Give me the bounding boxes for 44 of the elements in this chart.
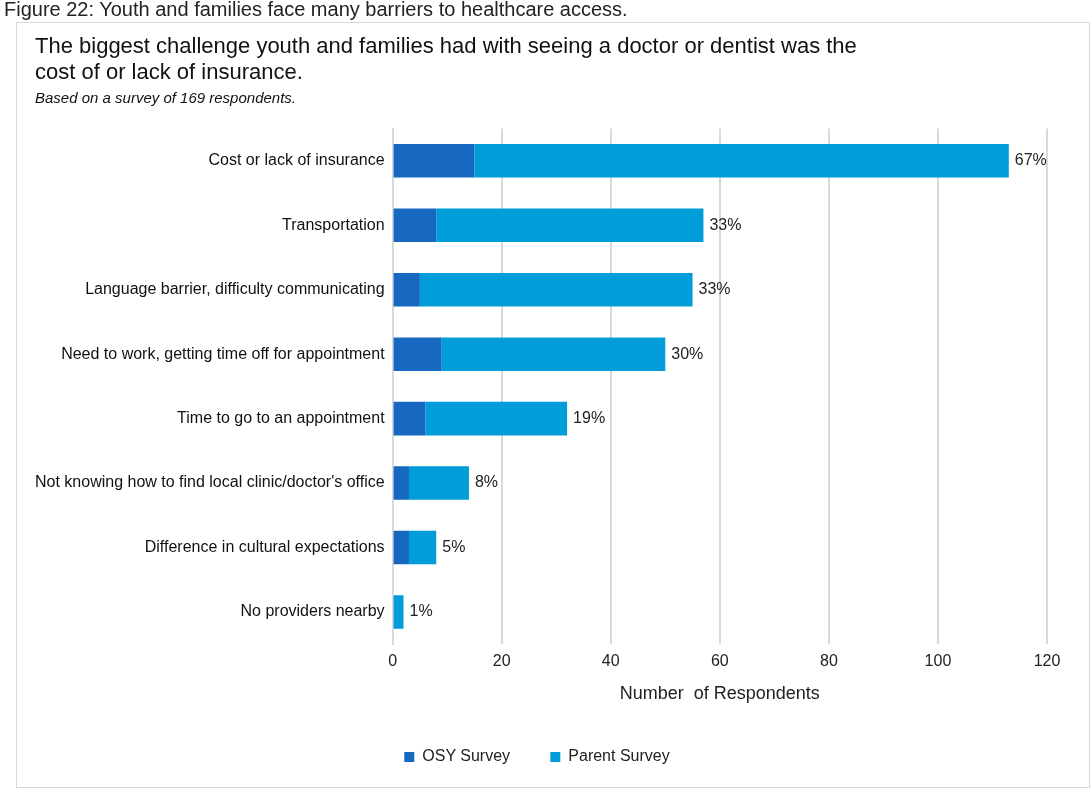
bar (408, 466, 469, 500)
legend-label: Parent Survey (568, 747, 670, 765)
bar (393, 466, 409, 500)
bar (408, 530, 437, 565)
annotation: 1% (409, 602, 433, 620)
x-tick-label: 0 (388, 652, 398, 670)
annotation: 19% (573, 409, 606, 427)
legend-label: OSY Survey (422, 747, 511, 765)
y-tick-label: Need to work, getting time off for appointment (61, 344, 386, 362)
x-tick-label: 40 (601, 652, 620, 670)
bar (425, 401, 568, 436)
y-tick-label: Time to go to an appointment (177, 409, 386, 427)
bar (441, 337, 666, 371)
annotation: 8% (474, 473, 499, 491)
annotation: 33% (698, 280, 731, 298)
annotation: 5% (442, 537, 466, 555)
bar (393, 530, 409, 565)
text: Based on a survey of 169 respondents. (35, 89, 297, 106)
bar (393, 595, 404, 629)
x-tick-label: 100 (924, 652, 952, 670)
bar (419, 272, 693, 307)
bar (393, 337, 442, 371)
y-tick-label: Not knowing how to find local clinic/doctor's office (34, 473, 385, 491)
bar (436, 208, 704, 243)
bar (474, 144, 1009, 178)
y-tick-label: Language barrier, difficulty communicating (85, 280, 385, 298)
y-tick-label: Cost or lack of insurance (208, 151, 385, 169)
x-tick-label: 80 (819, 652, 838, 670)
annotation: 67% (1014, 151, 1047, 169)
y-tick-label: Transportation (282, 215, 385, 233)
y-tick-label: Difference in cultural expectations (144, 537, 385, 555)
bar (393, 144, 475, 178)
annotation: 33% (709, 215, 742, 233)
bar (393, 272, 420, 307)
bar (393, 208, 437, 243)
x-tick-label: 60 (710, 652, 729, 670)
y-tick-label: No providers nearby (240, 602, 385, 620)
bar (393, 401, 426, 436)
x-tick-label: 20 (492, 652, 511, 670)
x-axis-title: Number of Respondents (619, 683, 820, 704)
caption: Figure 22: Youth and families face many barriers to healthcare access. (4, 0, 628, 21)
x-tick-label: 120 (1033, 652, 1061, 670)
chart-title: The biggest challenge youth and families had with seeing a doctor or dentist was the cost of or lack of insurance. (35, 33, 858, 85)
annotation: 30% (671, 344, 704, 362)
